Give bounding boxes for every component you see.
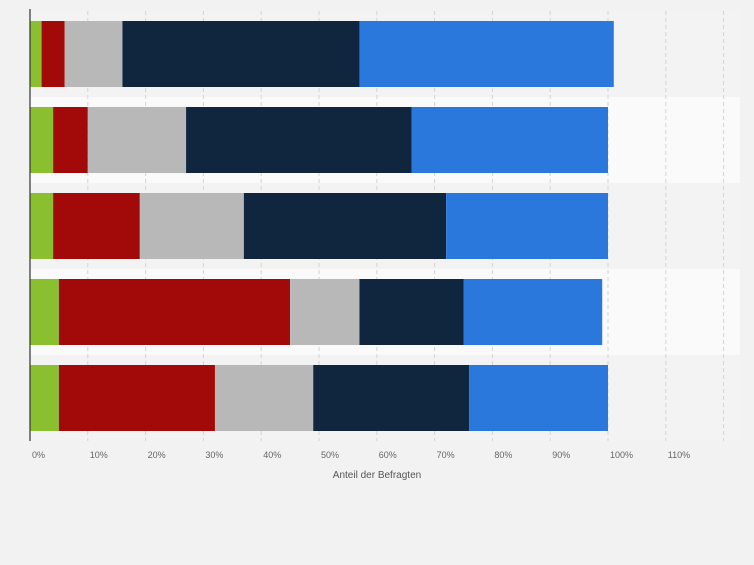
- bar-segment-3: [139, 193, 244, 259]
- x-tick-label: 10%: [90, 450, 108, 460]
- bar-segment-2: [41, 21, 65, 87]
- bar-segment-4: [186, 107, 412, 173]
- x-tick-label: 30%: [205, 450, 223, 460]
- bar-segment-5: [359, 21, 614, 87]
- x-tick-label: 60%: [379, 450, 397, 460]
- bar-segment-2: [58, 365, 215, 431]
- bar-segment-1: [30, 365, 59, 431]
- bar-segment-5: [469, 365, 608, 431]
- x-tick-label: 20%: [148, 450, 166, 460]
- x-tick-label: 80%: [494, 450, 512, 460]
- bar-segment-1: [30, 193, 54, 259]
- bars: [30, 21, 614, 431]
- bar-segment-2: [53, 193, 140, 259]
- bar-segment-3: [290, 279, 360, 345]
- bar-segment-4: [243, 193, 447, 259]
- x-tick-label: 110%: [668, 450, 690, 460]
- x-tick-label: 70%: [437, 450, 455, 460]
- bar-segment-5: [446, 193, 608, 259]
- bar-segment-2: [58, 279, 291, 345]
- x-tick-label: 50%: [321, 450, 339, 460]
- bar-segment-4: [122, 21, 360, 87]
- x-tick-label: 90%: [552, 450, 570, 460]
- x-tick-label: 0%: [32, 450, 45, 460]
- bar-segment-1: [30, 21, 42, 87]
- bar-segment-3: [214, 365, 314, 431]
- bar-segment-4: [359, 279, 464, 345]
- bar-segment-1: [30, 279, 59, 345]
- bar-segment-1: [30, 107, 54, 173]
- bar-segment-2: [53, 107, 88, 173]
- bar-segment-3: [87, 107, 187, 173]
- bar-segment-3: [64, 21, 123, 87]
- x-tick-labels: 0% 10% 20% 30% 40% 50% 60% 70% 80% 90% 100% 110%: [32, 450, 690, 460]
- x-tick-label: 40%: [263, 450, 281, 460]
- x-axis-title: Anteil der Befragten: [333, 470, 421, 481]
- bar-segment-5: [463, 279, 603, 345]
- bar-segment-4: [313, 365, 470, 431]
- bar-segment-5: [411, 107, 608, 173]
- x-tick-label: 100%: [610, 450, 633, 460]
